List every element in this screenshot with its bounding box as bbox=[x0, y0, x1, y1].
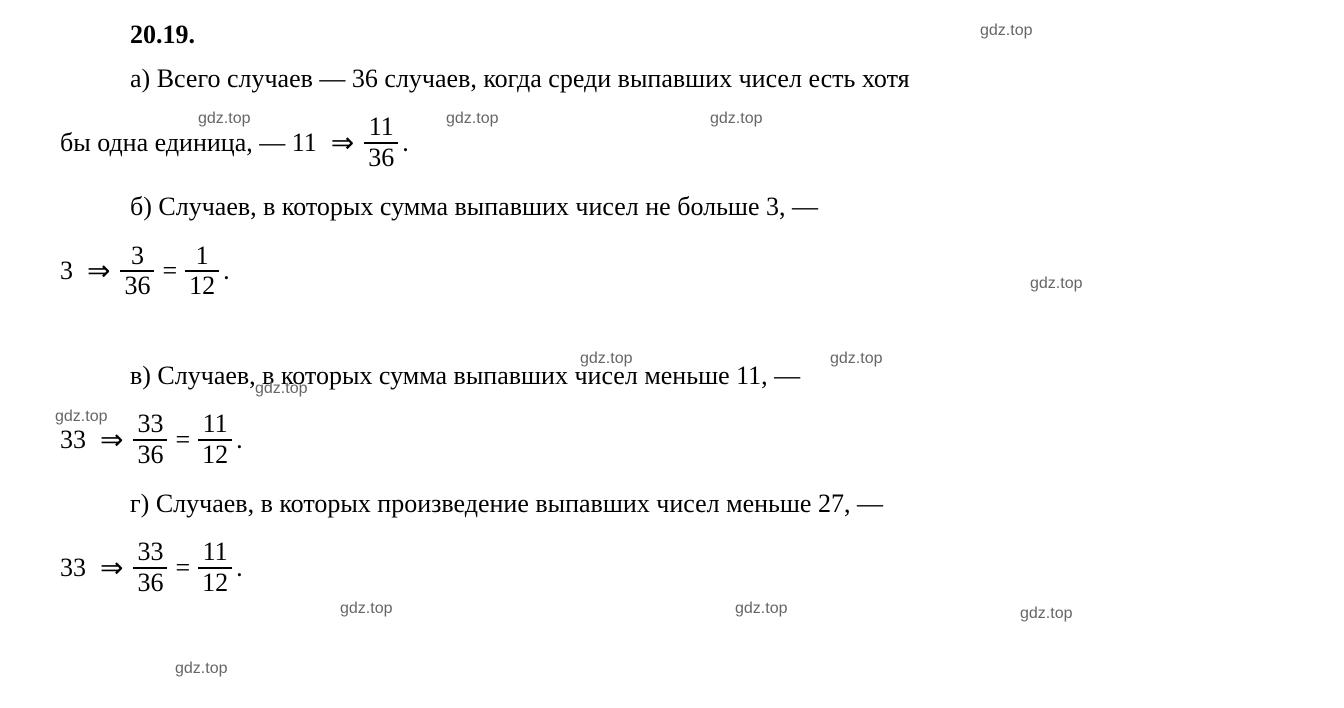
fraction-d1-den: 36 bbox=[133, 569, 167, 598]
part-a-line-1: а) Всего случаев — 36 случаев, когда сре… bbox=[60, 50, 1284, 107]
part-c-line-1: в) Случаев, в которых сумма выпавших чис… bbox=[60, 347, 1284, 404]
double-arrow-icon: ⇒ bbox=[331, 126, 354, 160]
fraction-c2-num: 11 bbox=[198, 410, 232, 441]
fraction-d2: 11 12 bbox=[198, 538, 232, 597]
fraction-b1: 3 36 bbox=[120, 242, 154, 301]
part-d-period: . bbox=[236, 553, 243, 583]
fraction-b2-num: 1 bbox=[185, 242, 219, 273]
part-b-pre: 3 bbox=[60, 256, 73, 286]
part-c-text-1: в) Случаев, в которых сумма выпавших чис… bbox=[130, 361, 800, 390]
fraction-c1: 33 36 bbox=[133, 410, 167, 469]
equals-sign: = bbox=[162, 256, 177, 286]
watermark-text: gdz.top bbox=[175, 660, 227, 678]
part-c-pre: 33 bbox=[60, 425, 86, 455]
fraction-d2-den: 12 bbox=[198, 569, 232, 598]
fraction-b1-den: 36 bbox=[120, 272, 154, 301]
fraction-d2-num: 11 bbox=[198, 538, 232, 569]
fraction-c2-den: 12 bbox=[198, 441, 232, 470]
fraction-a-den: 36 bbox=[364, 144, 398, 173]
equals-sign: = bbox=[175, 553, 190, 583]
part-b-line-2: 3 ⇒ 3 36 = 1 12 . bbox=[60, 242, 1284, 301]
part-d-line-2: 33 ⇒ 33 36 = 11 12 . bbox=[60, 538, 1284, 597]
part-b-period: . bbox=[223, 256, 230, 286]
part-a-text-1: а) Всего случаев — 36 случаев, когда сре… bbox=[130, 64, 910, 93]
watermark-text: gdz.top bbox=[735, 600, 787, 618]
fraction-a: 11 36 bbox=[364, 113, 398, 172]
fraction-a-num: 11 bbox=[364, 113, 398, 144]
fraction-c1-den: 36 bbox=[133, 441, 167, 470]
fraction-d1: 33 36 bbox=[133, 538, 167, 597]
fraction-d1-num: 33 bbox=[133, 538, 167, 569]
part-a-text-2-pre: бы одна единица, — 11 bbox=[60, 128, 317, 158]
part-c-line-2: 33 ⇒ 33 36 = 11 12 . bbox=[60, 410, 1284, 469]
part-d-text-1: г) Случаев, в которых произведение выпав… bbox=[130, 489, 883, 518]
part-d-line-1: г) Случаев, в которых произведение выпав… bbox=[60, 475, 1284, 532]
double-arrow-icon: ⇒ bbox=[87, 254, 110, 288]
fraction-c2: 11 12 bbox=[198, 410, 232, 469]
fraction-b1-num: 3 bbox=[120, 242, 154, 273]
fraction-b2: 1 12 bbox=[185, 242, 219, 301]
part-a-line-2: бы одна единица, — 11 ⇒ 11 36 . bbox=[60, 113, 1284, 172]
double-arrow-icon: ⇒ bbox=[100, 551, 123, 585]
watermark-text: gdz.top bbox=[1020, 605, 1072, 623]
fraction-c1-num: 33 bbox=[133, 410, 167, 441]
double-arrow-icon: ⇒ bbox=[100, 423, 123, 457]
part-d-pre: 33 bbox=[60, 553, 86, 583]
fraction-b2-den: 12 bbox=[185, 272, 219, 301]
part-c-period: . bbox=[236, 425, 243, 455]
part-b-text-1: б) Случаев, в которых сумма выпавших чис… bbox=[130, 192, 818, 221]
problem-number: 20.19. bbox=[130, 20, 1284, 50]
part-b-line-1: б) Случаев, в которых сумма выпавших чис… bbox=[60, 178, 1284, 235]
part-a-period: . bbox=[402, 128, 409, 158]
equals-sign: = bbox=[175, 425, 190, 455]
watermark-text: gdz.top bbox=[340, 600, 392, 618]
